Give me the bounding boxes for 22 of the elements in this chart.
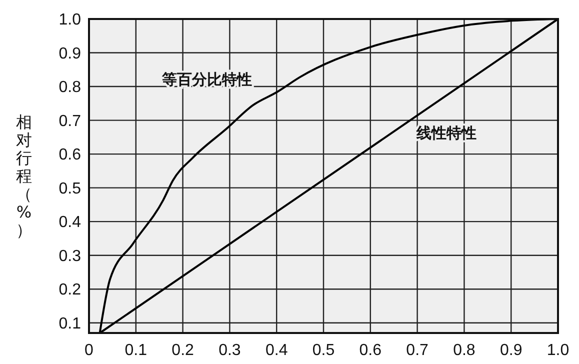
x-tick-label: 0 <box>84 342 94 359</box>
x-tick-label: 0.4 <box>265 342 288 359</box>
x-tick-label: 0.1 <box>124 342 148 359</box>
y-tick-label: 0.2 <box>58 282 82 299</box>
x-tick-label: 0.7 <box>406 342 429 359</box>
y-tick-label: 0.3 <box>58 248 82 265</box>
y-tick-label: 0.1 <box>58 315 82 332</box>
x-tick-label: 0.9 <box>500 342 522 359</box>
y-tick-label: 0.9 <box>58 45 82 62</box>
y-tick-label: 1.0 <box>58 12 82 29</box>
x-tick-label: 1.0 <box>546 342 570 359</box>
x-tick-label: 0.2 <box>172 342 194 359</box>
y-tick-label: 0.8 <box>58 79 82 96</box>
y-axis-title: 相对行程（%） <box>16 112 32 240</box>
x-tick-label: 0.6 <box>359 342 382 359</box>
y-tick-label: 0.5 <box>58 180 82 198</box>
y-tick-label: 0.6 <box>58 146 82 164</box>
y-tick-label: 0.4 <box>58 214 82 232</box>
x-tick-label: 0.3 <box>218 342 241 359</box>
x-tick-label: 0.8 <box>453 342 476 359</box>
y-tick-label: 0.7 <box>58 112 82 130</box>
x-tick-label: 0.5 <box>312 342 335 359</box>
